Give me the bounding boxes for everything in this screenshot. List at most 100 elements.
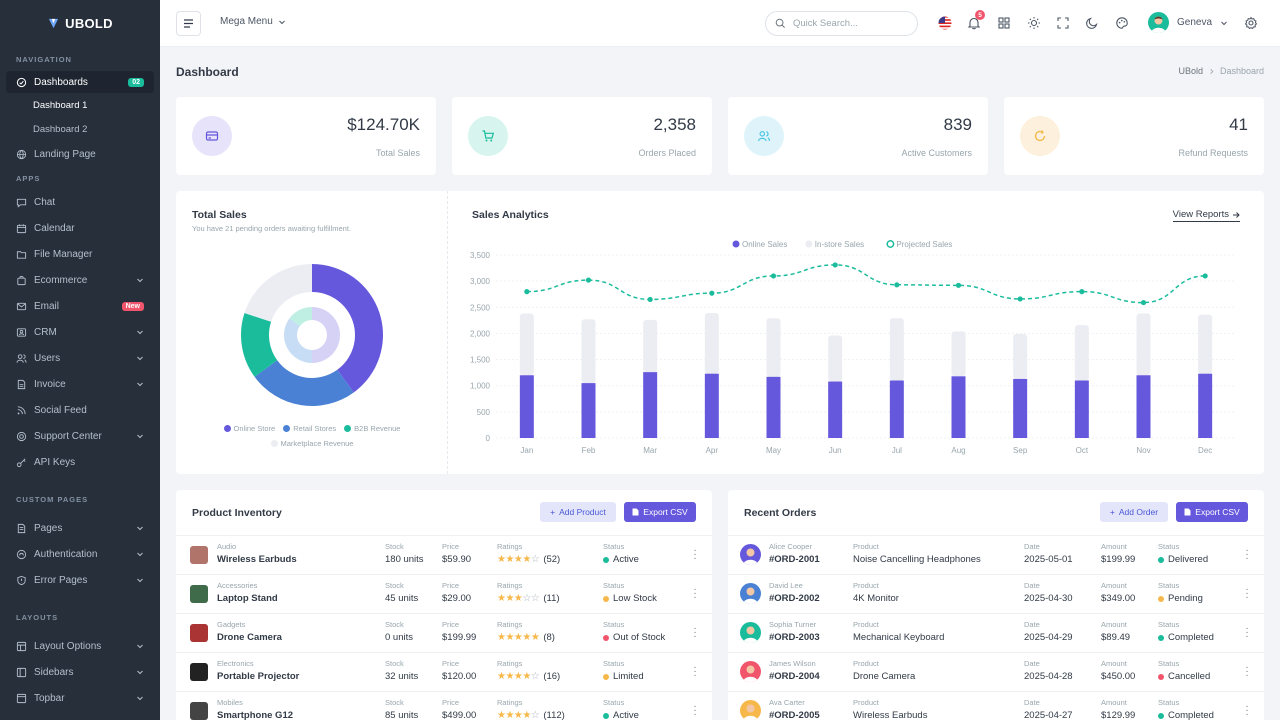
y-tick-label: 2,000 — [470, 329, 491, 338]
product-name-label: Electronics — [217, 659, 254, 668]
language-flag-button[interactable] — [937, 15, 953, 31]
sidebar-item-calendar[interactable]: Calendar — [0, 215, 160, 241]
status-label: Status — [1158, 659, 1180, 668]
more-vertical-icon[interactable]: · · · — [693, 545, 697, 564]
more-vertical-icon[interactable]: · · · — [693, 584, 697, 603]
sidebar-item-authentication[interactable]: Authentication — [0, 541, 160, 567]
sidebar-item-label: Sidebars — [34, 666, 74, 678]
mail-icon — [16, 301, 27, 312]
theme-palette-button[interactable] — [1114, 15, 1130, 31]
more-vertical-icon[interactable]: · · · — [1245, 662, 1249, 681]
sidebar-item-label: CRM — [34, 326, 57, 338]
theme-light-button[interactable] — [1026, 15, 1042, 31]
sidebar-item-pages[interactable]: Pages — [0, 515, 160, 541]
sidebar-item-topbar[interactable]: Topbar — [0, 685, 160, 711]
add-order-label: Add Order — [1118, 507, 1159, 517]
sidebar-item-support-center[interactable]: Support Center — [0, 423, 160, 449]
sidebar-item-file-manager[interactable]: File Manager — [0, 241, 160, 267]
more-vertical-icon[interactable]: · · · — [693, 662, 697, 681]
order-id: Sophia Turner #ORD-2003 — [769, 620, 820, 643]
add-order-button[interactable]: + Add Order — [1100, 502, 1168, 522]
sidebar-item-social-feed[interactable]: Social Feed — [0, 397, 160, 423]
bar-in-store — [889, 318, 904, 381]
sidebar-item-users[interactable]: Users — [0, 345, 160, 371]
more-vertical-icon[interactable]: · · · — [1245, 584, 1249, 603]
settings-button[interactable] — [1243, 15, 1259, 31]
view-reports-link[interactable]: View Reports — [1172, 209, 1240, 222]
amount: Amount $89.49 — [1101, 620, 1130, 643]
mega-menu-dropdown[interactable]: Mega Menu — [220, 16, 286, 27]
search-input[interactable] — [793, 18, 903, 29]
review-count: (16) — [543, 671, 561, 682]
legend-label: Online Store — [233, 424, 276, 433]
stock-label: Stock — [385, 698, 404, 707]
product-name-value: Drone Camera — [217, 632, 282, 643]
bar-in-store — [519, 313, 534, 376]
bar-online — [1136, 375, 1151, 438]
export-csv-label: Export CSV — [643, 507, 688, 517]
table-row[interactable]: Gadgets Drone Camera Stock 0 units Price $199… — [176, 613, 712, 652]
menu-toggle-button[interactable] — [176, 11, 201, 36]
sidebar-item-invoice[interactable]: Invoice — [0, 371, 160, 397]
more-vertical-icon[interactable]: · · · — [1245, 545, 1249, 564]
y-tick-label: 3,500 — [470, 251, 491, 260]
order-id-value-wrap: #ORD-2004 — [769, 671, 820, 682]
amount-value-wrap: $349.00 — [1101, 593, 1135, 604]
dark-mode-button[interactable] — [1084, 15, 1100, 31]
more-vertical-icon[interactable]: · · · — [693, 623, 697, 642]
breadcrumb-home-link[interactable]: UBold — [1178, 66, 1203, 76]
stock-label: Stock — [385, 620, 404, 629]
search-box[interactable] — [765, 11, 918, 36]
table-row[interactable]: Sophia Turner #ORD-2003 Product Mechanical … — [728, 613, 1264, 652]
bar-online — [581, 383, 596, 438]
sidebar-subitem-dashboard-2[interactable]: Dashboard 2 — [33, 123, 88, 135]
file-icon — [1184, 508, 1191, 516]
table-row[interactable]: Audio Wireless Earbuds Stock 180 units Price… — [176, 535, 712, 574]
sidebar-item-ecommerce[interactable]: Ecommerce — [0, 267, 160, 293]
date-value-wrap: 2025-04-27 — [1024, 710, 1073, 720]
topbar: Mega Menu 5 Geneva — [160, 0, 1280, 47]
donut-slice — [244, 264, 312, 322]
sidebar-item-error-pages[interactable]: Error Pages — [0, 567, 160, 593]
more-vertical-icon[interactable]: · · · — [1245, 623, 1249, 642]
brand-logo[interactable]: UBOLD — [0, 0, 160, 47]
gear-icon — [1244, 16, 1258, 30]
notifications-button[interactable]: 5 — [966, 10, 985, 31]
table-row[interactable]: Alice Cooper #ORD-2001 Product Noise Cancel… — [728, 535, 1264, 574]
layout-icon — [16, 641, 27, 652]
sidebar-item-sidebars[interactable]: Sidebars — [0, 659, 160, 685]
date-value: 2025-04-29 — [1024, 632, 1073, 643]
table-row[interactable]: David Lee #ORD-2002 Product 4K Monitor Date 2… — [728, 574, 1264, 613]
table-row[interactable]: James Wilson #ORD-2004 Product Drone Camera… — [728, 652, 1264, 691]
price: Price $499.00 — [442, 698, 476, 720]
legend-dot — [270, 440, 278, 447]
sidebar-item-layout-options[interactable]: Layout Options — [0, 633, 160, 659]
product-label: Product — [853, 542, 879, 551]
more-vertical-icon[interactable]: · · · — [693, 701, 697, 720]
date-value: 2025-04-28 — [1024, 671, 1073, 682]
chevron-down-icon — [136, 524, 144, 532]
add-product-button[interactable]: + Add Product — [540, 502, 616, 522]
fullscreen-button[interactable] — [1055, 15, 1071, 31]
table-row[interactable]: Accessories Laptop Stand Stock 45 units Pric… — [176, 574, 712, 613]
export-csv-button[interactable]: Export CSV — [1176, 502, 1248, 522]
sidebar-item-api-keys[interactable]: API Keys — [0, 449, 160, 475]
table-row[interactable]: Electronics Portable Projector Stock 32 uni… — [176, 652, 712, 691]
folder-icon — [16, 249, 27, 260]
user-menu[interactable]: Geneva — [1148, 12, 1228, 33]
sidebar-item-dashboards[interactable]: Dashboards 02 — [6, 71, 154, 93]
more-vertical-icon[interactable]: · · · — [1245, 701, 1249, 720]
apps-button[interactable] — [996, 15, 1012, 31]
chevron-right-icon — [1210, 68, 1214, 74]
empty-stars: ☆☆ — [522, 593, 540, 604]
table-row[interactable]: Ava Carter #ORD-2005 Product Wireless Earbu… — [728, 691, 1264, 720]
sidebar-item-chat[interactable]: Chat — [0, 189, 160, 215]
sidebar-item-email[interactable]: Email New — [0, 293, 160, 319]
export-csv-button[interactable]: Export CSV — [624, 502, 696, 522]
sidebar-subitem-dashboard-1[interactable]: Dashboard 1 — [33, 99, 88, 111]
sidebar-item-label: Landing Page — [34, 148, 96, 160]
sidebar-item-crm[interactable]: CRM — [0, 319, 160, 345]
fingerprint-icon — [16, 549, 27, 560]
sidebar-item-landing[interactable]: Landing Page — [0, 141, 160, 167]
table-row[interactable]: Mobiles Smartphone G12 Stock 85 units Price $… — [176, 691, 712, 720]
